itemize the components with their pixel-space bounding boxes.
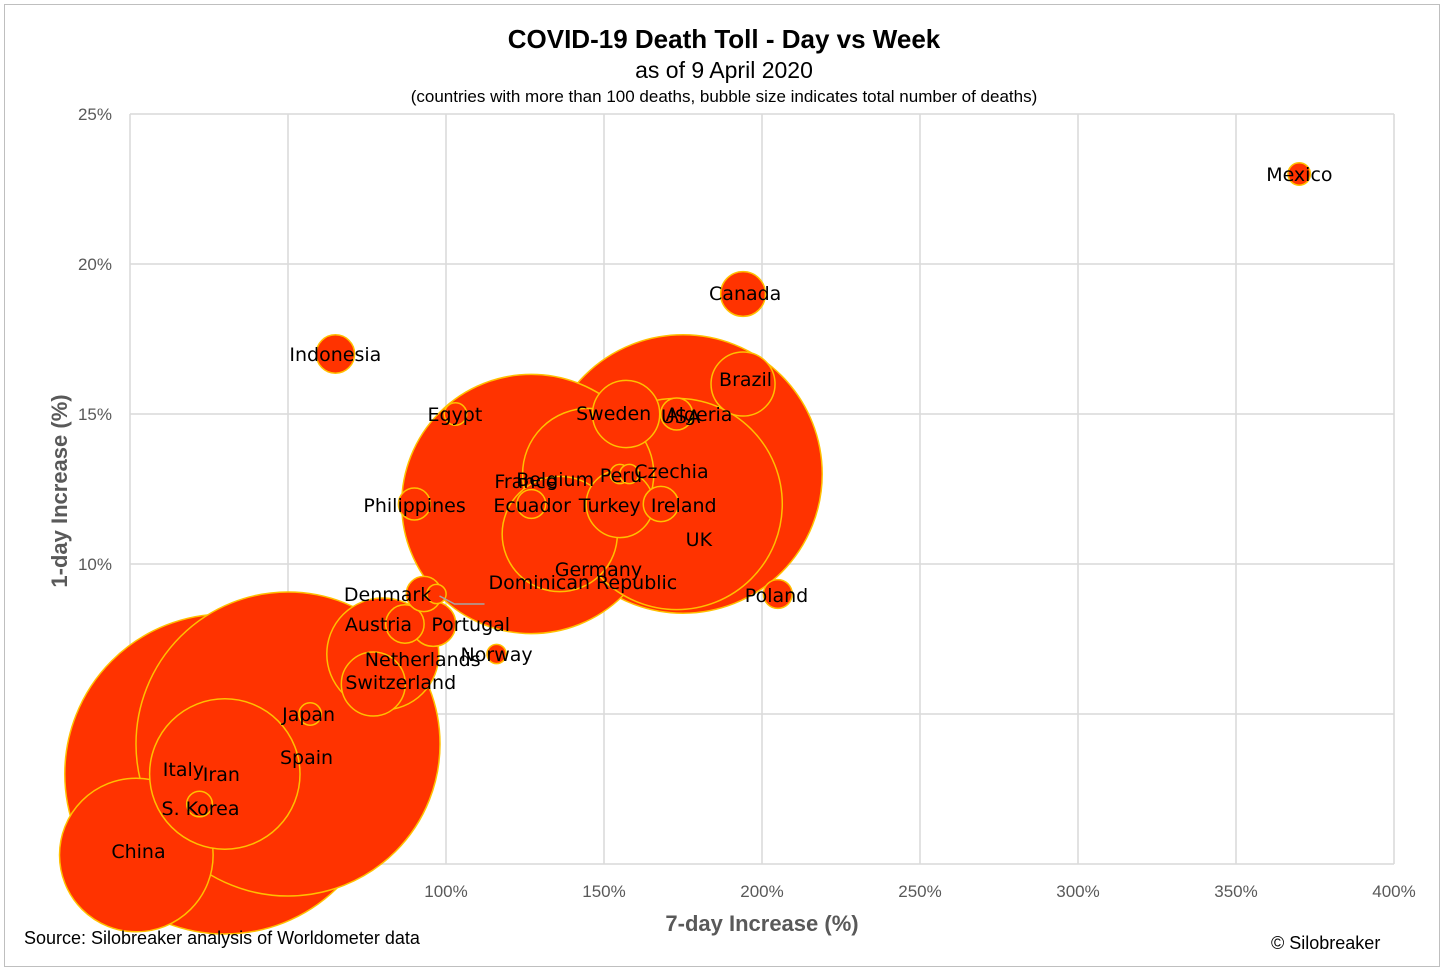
source-note: Source: Silobreaker analysis of Worldome… bbox=[24, 928, 420, 948]
bubble-label: Germany bbox=[555, 559, 642, 581]
bubbles bbox=[58, 162, 1312, 935]
bubble-czechia bbox=[618, 463, 640, 485]
bubble-algeria bbox=[659, 397, 694, 431]
bubble-label: Peru bbox=[600, 465, 642, 487]
bubble-label: Portugal bbox=[431, 614, 510, 636]
bubble-label: China bbox=[111, 841, 165, 863]
chart-title: COVID-19 Death Toll - Day vs Week bbox=[507, 24, 941, 54]
bubble-japan bbox=[298, 702, 323, 726]
bubble-label: Philippines bbox=[363, 495, 465, 517]
bubble-label: Poland bbox=[745, 585, 808, 607]
bubble-label: Switzerland bbox=[345, 672, 456, 694]
bubble-labels: Italy Spain USA France UK Iran China Belgium Ger… bbox=[111, 164, 1332, 863]
bubble-egypt bbox=[443, 402, 468, 426]
bubble-label: Turkey bbox=[578, 495, 641, 517]
x-tick-label: 300% bbox=[1056, 882, 1099, 901]
bubble-philippines bbox=[397, 487, 432, 521]
bubble-sweden bbox=[591, 379, 661, 449]
x-tick-label: 400% bbox=[1372, 882, 1415, 901]
y-tick-label: 15% bbox=[78, 405, 112, 424]
bubble-norway bbox=[486, 643, 507, 665]
y-axis-label: 1-day Increase (%) bbox=[47, 394, 72, 588]
x-tick-label: 250% bbox=[898, 882, 941, 901]
bubble-label: Iran bbox=[203, 764, 240, 786]
bubble-label: Spain bbox=[280, 747, 333, 769]
x-tick-label: 100% bbox=[424, 882, 467, 901]
bubble-label: Indonesia bbox=[289, 344, 381, 366]
bubble-label: Japan bbox=[281, 704, 335, 726]
bubble-ecuador bbox=[516, 488, 547, 520]
x-tick-label: 200% bbox=[740, 882, 783, 901]
bubble-label: France bbox=[494, 471, 557, 493]
bubble-s-korea bbox=[185, 790, 214, 818]
chart-frame bbox=[4, 4, 1440, 967]
bubble-label: Ecuador bbox=[493, 495, 571, 517]
x-tick-label: 150% bbox=[582, 882, 625, 901]
chart-subtitle: as of 9 April 2020 bbox=[635, 57, 813, 83]
bubble-brazil bbox=[710, 351, 776, 417]
bubble-label: Czechia bbox=[634, 461, 708, 483]
bubble-label: Denmark bbox=[344, 584, 431, 606]
bubble-label: Canada bbox=[709, 283, 781, 305]
bubble-label: UK bbox=[686, 529, 713, 551]
x-axis-label: 7-day Increase (%) bbox=[665, 911, 859, 936]
y-tick-label: 20% bbox=[78, 255, 112, 274]
y-tick-label: 10% bbox=[78, 555, 112, 574]
bubble-mexico bbox=[1287, 162, 1312, 186]
bubble-label: Belgium bbox=[516, 469, 594, 491]
bubble-label: USA bbox=[661, 406, 700, 428]
bubble-canada bbox=[719, 270, 767, 318]
bubble-austria bbox=[384, 604, 425, 644]
bubble-label: Austria bbox=[345, 614, 412, 636]
bubble-label: Egypt bbox=[427, 404, 482, 426]
bubble-label: Italy bbox=[163, 759, 204, 781]
bubble-label: Norway bbox=[461, 644, 533, 666]
bubble-label: Netherlands bbox=[365, 649, 481, 671]
x-tick-label: 350% bbox=[1214, 882, 1257, 901]
bubble-ireland bbox=[642, 485, 680, 523]
bubble-label: Dominican Republic bbox=[489, 572, 678, 594]
bubble-label: Brazil bbox=[719, 369, 772, 391]
bubble-label: Ireland bbox=[651, 495, 717, 517]
bubble-switzerland bbox=[340, 651, 407, 717]
bubble-indonesia bbox=[315, 334, 356, 374]
bubble-label: Algeria bbox=[666, 404, 733, 426]
bubble-poland bbox=[762, 578, 793, 610]
bubble-iran bbox=[148, 698, 301, 850]
chart-note: (countries with more than 100 deaths, bu… bbox=[410, 87, 1038, 106]
copyright-note: © Silobreaker bbox=[1271, 933, 1381, 953]
leader-line bbox=[439, 595, 485, 605]
bubble-label: Mexico bbox=[1266, 164, 1332, 186]
bubble-label: S. Korea bbox=[162, 798, 240, 820]
bubble-label: Sweden bbox=[576, 403, 651, 425]
bubble-dominican-republic bbox=[426, 583, 447, 605]
y-tick-label: 25% bbox=[78, 105, 112, 124]
